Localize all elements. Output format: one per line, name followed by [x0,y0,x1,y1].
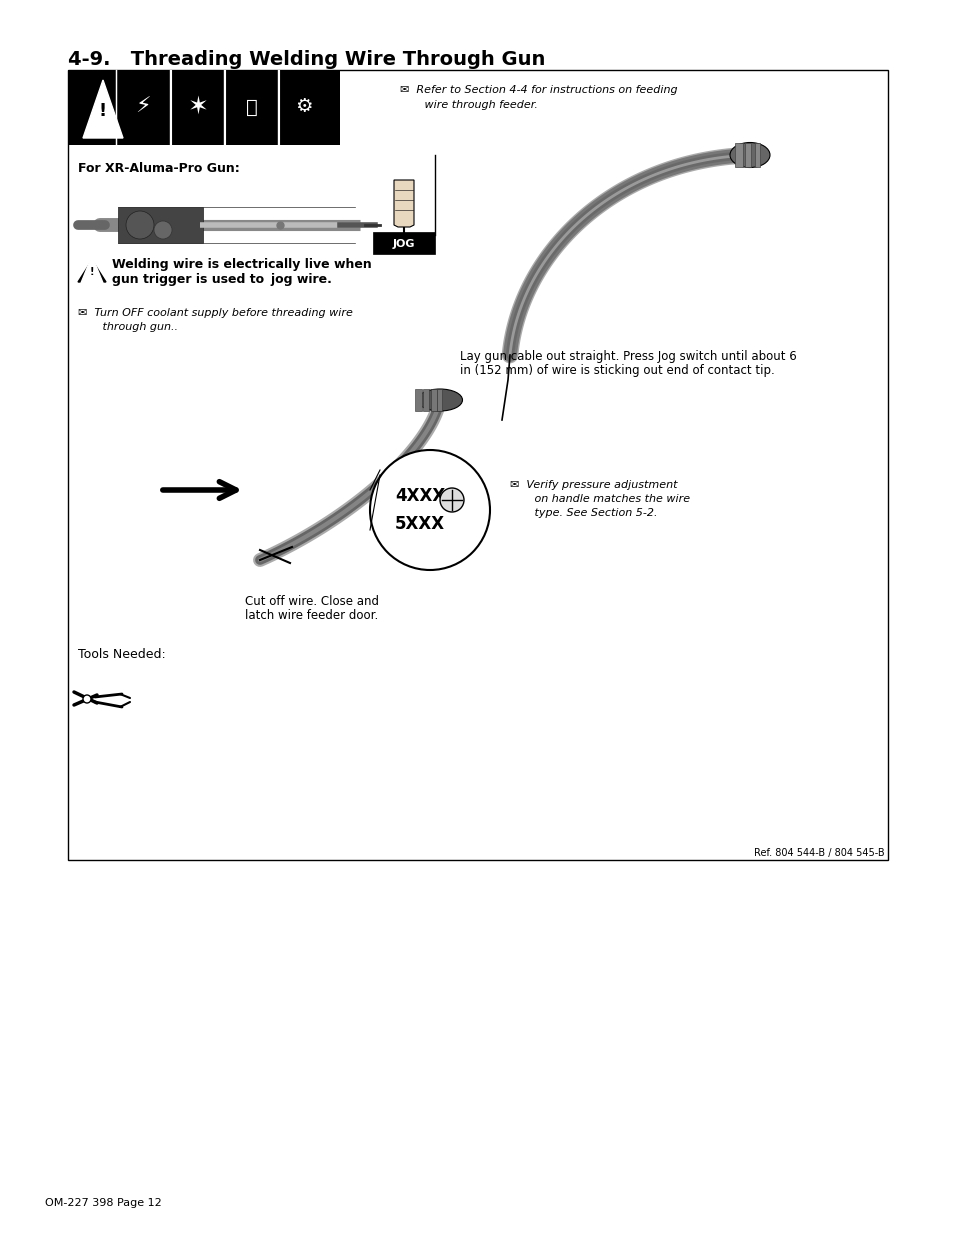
Text: wire through feeder.: wire through feeder. [399,100,537,110]
Text: ✉  Turn OFF coolant supply before threading wire: ✉ Turn OFF coolant supply before threadi… [78,308,353,317]
Text: ⚙: ⚙ [294,98,313,116]
Text: ✉  Refer to Section 4-4 for instructions on feeding: ✉ Refer to Section 4-4 for instructions … [399,85,677,95]
Bar [431,389,436,411]
Text: Lay gun cable out straight. Press Jog switch until about 6: Lay gun cable out straight. Press Jog sw… [459,350,796,363]
Polygon shape [81,256,103,283]
Text: 5XXX: 5XXX [395,515,445,534]
Polygon shape [83,80,123,138]
Circle shape [83,695,91,703]
Bar [373,232,435,254]
Bar [734,143,742,167]
Text: 4-9.   Threading Welding Wire Through Gun: 4-9. Threading Welding Wire Through Gun [68,49,545,69]
Bar [422,389,429,411]
Bar [68,70,887,860]
Text: gun trigger is used to  jog wire.: gun trigger is used to jog wire. [112,273,332,287]
Text: through gun..: through gun.. [78,322,178,332]
Circle shape [370,450,490,571]
Text: latch wire feeder door.: latch wire feeder door. [245,609,377,622]
Text: 🔧: 🔧 [246,98,257,116]
Circle shape [439,488,463,513]
Text: 4XXX: 4XXX [395,487,445,505]
Text: Cut off wire. Close and: Cut off wire. Close and [245,595,378,608]
Ellipse shape [417,389,462,411]
Bar [754,143,760,167]
Circle shape [126,211,153,240]
Text: JOG: JOG [393,240,415,249]
Text: ✉  Verify pressure adjustment: ✉ Verify pressure adjustment [510,480,677,490]
Polygon shape [78,261,106,282]
Ellipse shape [729,142,769,168]
Bar [118,207,203,243]
Text: !: ! [90,267,94,277]
Bar [436,389,441,411]
Circle shape [153,221,172,240]
Bar [68,70,339,144]
Text: Ref. 804 544-B / 804 545-B: Ref. 804 544-B / 804 545-B [754,848,884,858]
Text: Tools Needed:: Tools Needed: [78,648,166,661]
Polygon shape [394,180,414,227]
Text: in (152 mm) of wire is sticking out end of contact tip.: in (152 mm) of wire is sticking out end … [459,364,774,377]
Bar [415,389,421,411]
Bar [744,143,750,167]
Text: ⚡: ⚡ [135,98,151,117]
Text: For XR-Aluma-Pro Gun:: For XR-Aluma-Pro Gun: [78,162,239,175]
Text: Welding wire is electrically live when: Welding wire is electrically live when [112,258,372,270]
Text: !: ! [99,103,107,120]
Text: on handle matches the wire: on handle matches the wire [510,494,689,504]
Text: ✶: ✶ [188,95,209,119]
Text: type. See Section 5-2.: type. See Section 5-2. [510,508,657,517]
Text: OM-227 398 Page 12: OM-227 398 Page 12 [45,1198,162,1208]
